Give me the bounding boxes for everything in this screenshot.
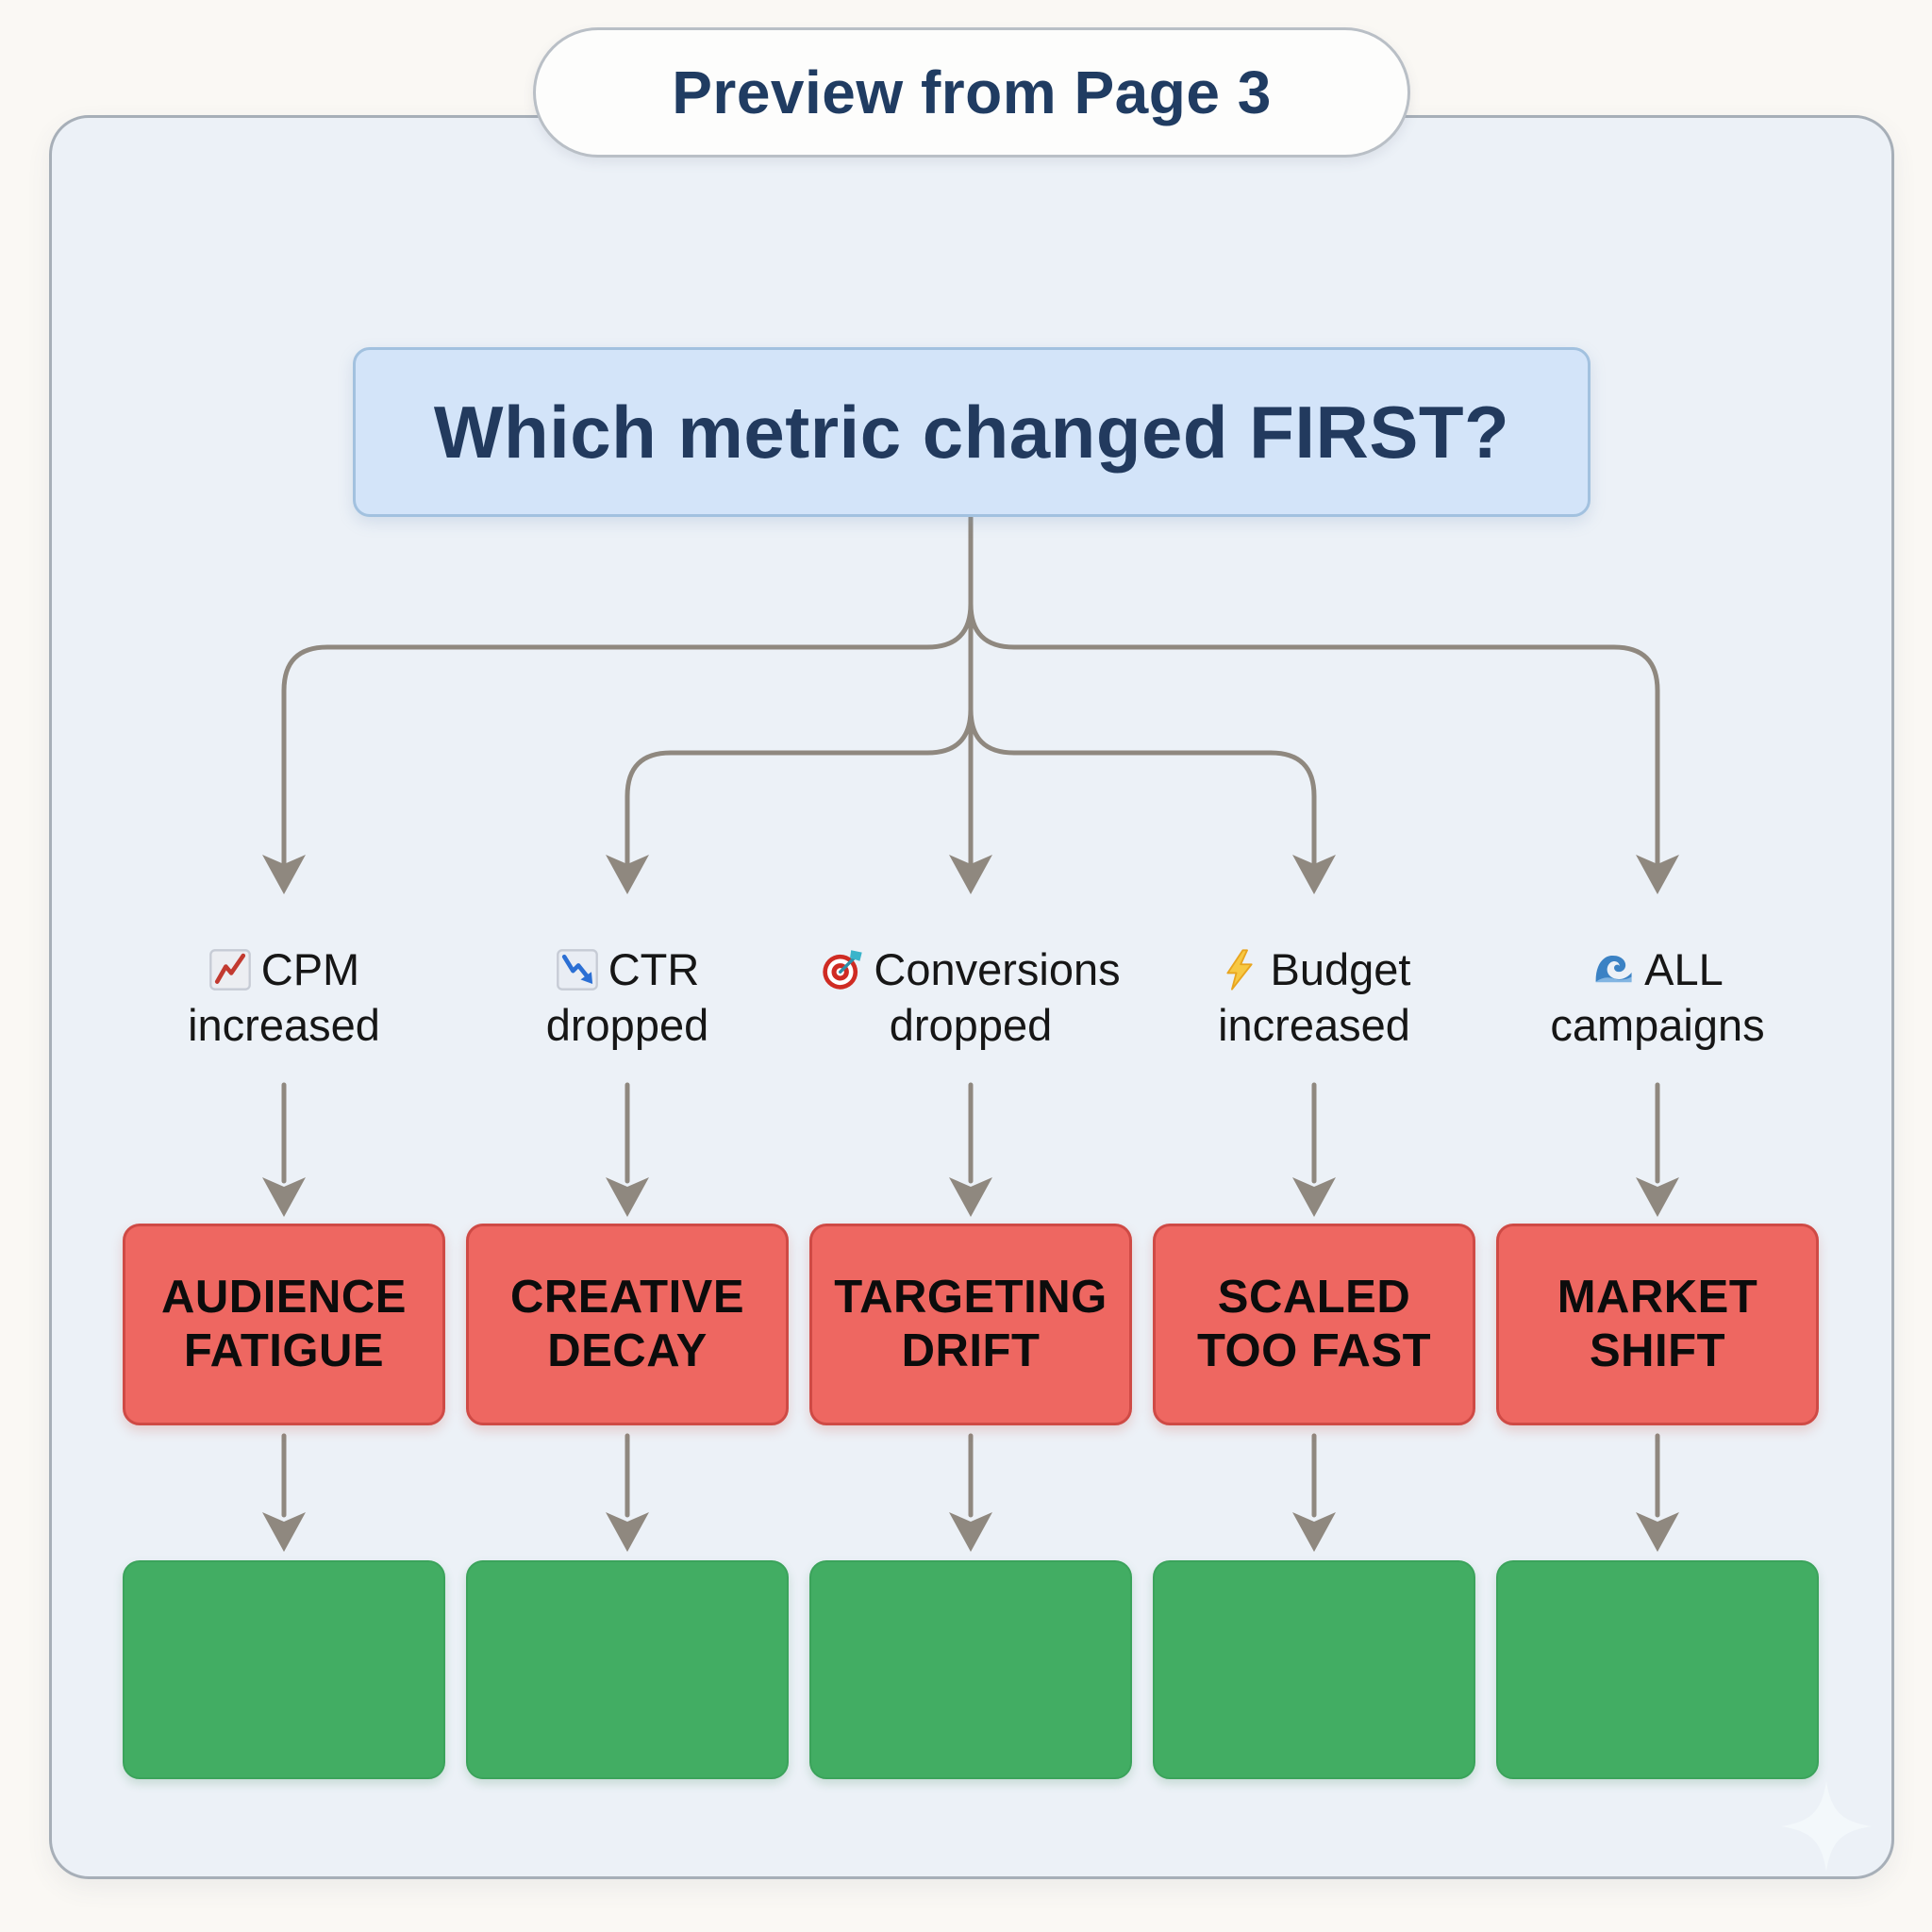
metric-label: CPM increased [109, 941, 458, 1053]
cause-line1: AUDIENCE [161, 1272, 407, 1324]
high-voltage-icon [1218, 944, 1271, 994]
cause-line1: SCALED [1217, 1272, 1411, 1324]
metric-label: Budget increased [1140, 941, 1489, 1053]
metric-line1: CPM [260, 944, 360, 994]
cause-line2: SHIFT [1589, 1325, 1726, 1376]
metric-label: CTR dropped [453, 941, 802, 1053]
metric-line2: increased [188, 1000, 380, 1051]
cause-line2: TOO FAST [1196, 1325, 1432, 1376]
cause-line2: DECAY [547, 1325, 708, 1376]
metric-line2: dropped [545, 1000, 709, 1051]
question-box: Which metric changed FIRST? [353, 347, 1591, 517]
cause-line1: CREATIVE [509, 1272, 745, 1324]
chart-decreasing-icon [556, 944, 608, 994]
cause-line2: FATIGUE [183, 1325, 385, 1376]
direct-hit-icon [821, 944, 874, 994]
metric-line1: CTR [608, 944, 700, 994]
page-title-badge: Preview from Page 3 [533, 27, 1410, 158]
outcome-box [1153, 1560, 1475, 1779]
cause-line1: TARGETING [834, 1272, 1108, 1324]
water-wave-icon [1591, 944, 1644, 994]
outcome-box [123, 1560, 445, 1779]
metric-label: ALL campaigns [1483, 941, 1832, 1053]
outcome-box [1496, 1560, 1819, 1779]
outcome-box [809, 1560, 1132, 1779]
sparkle-icon [1781, 1781, 1872, 1872]
metric-line1: Budget [1270, 944, 1411, 994]
cause-line1: MARKET [1557, 1272, 1758, 1324]
page-title: Preview from Page 3 [672, 58, 1272, 126]
metric-line1: ALL [1644, 944, 1724, 994]
cause-box: TARGETING DRIFT [809, 1224, 1132, 1425]
outcome-box [466, 1560, 789, 1779]
cause-box: SCALED TOO FAST [1153, 1224, 1475, 1425]
cause-box: CREATIVE DECAY [466, 1224, 789, 1425]
question-text: Which metric changed FIRST? [433, 390, 1510, 474]
metric-line2: increased [1218, 1000, 1410, 1051]
cause-box: AUDIENCE FATIGUE [123, 1224, 445, 1425]
cause-box: MARKET SHIFT [1496, 1224, 1819, 1425]
metric-line1: Conversions [874, 944, 1121, 994]
metric-line2: dropped [889, 1000, 1053, 1051]
metric-line2: campaigns [1550, 1000, 1765, 1051]
metric-label: Conversions dropped [796, 941, 1145, 1053]
chart-increasing-icon [208, 944, 261, 994]
cause-line2: DRIFT [901, 1325, 1041, 1376]
